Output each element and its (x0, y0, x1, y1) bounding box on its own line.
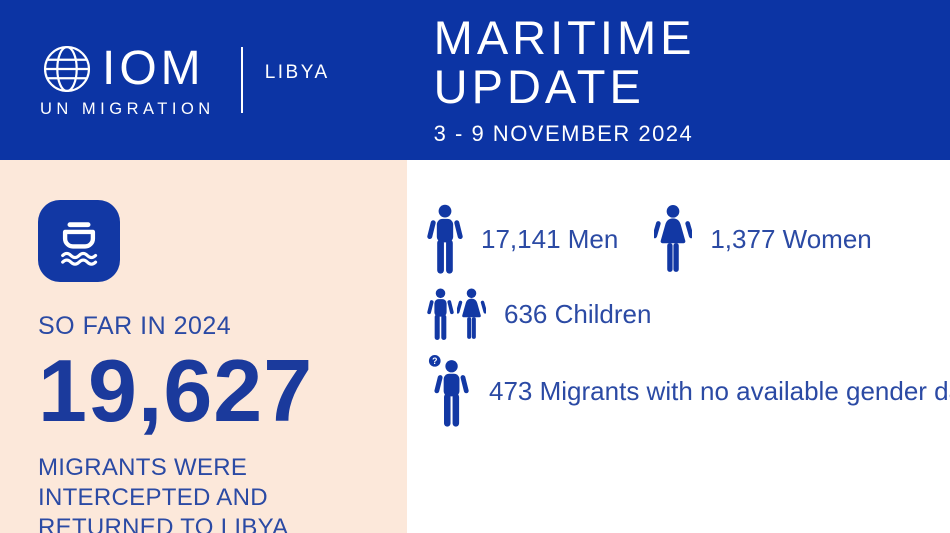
logo-org-text: IOM (102, 41, 205, 95)
body: SO FAR IN 2024 19,627 MIGRANTS WERE INTE… (0, 160, 950, 533)
adults-row: 17,141 Men 1,377 Women (427, 204, 950, 275)
woman-icon (654, 205, 693, 272)
svg-text:?: ? (432, 356, 437, 366)
logo-tagline: UN MIGRATION (40, 99, 215, 118)
boy-icon (427, 288, 454, 340)
man-icon (427, 204, 463, 274)
stat-children: 636 Children (427, 288, 651, 341)
stat-women-text: 1,377 Women (710, 224, 872, 254)
stat-men-text: 17,141 Men (481, 224, 619, 254)
globe-icon (40, 42, 94, 96)
boat-icon (38, 200, 120, 282)
stat-men: 17,141 Men (427, 204, 618, 275)
title-block: MARITIME UPDATE 3 - 9 NOVEMBER 2024 (434, 13, 910, 148)
stat-children-text: 636 Children (504, 299, 652, 329)
stat-unknown-gender-text: 473 Migrants with no available gender da… (489, 376, 950, 406)
logo-divider (240, 47, 243, 113)
children-icon (427, 288, 486, 341)
stat-unknown-gender: ? 473 Migrants with no available gender … (427, 355, 950, 428)
header: IOM UN MIGRATION LIBYA MARITIME UPDATE 3… (0, 0, 950, 160)
total-intercepted-number: 19,627 (38, 341, 314, 440)
period-label: SO FAR IN 2024 (38, 312, 232, 340)
total-caption: MIGRANTS WERE INTERCEPTED AND RETURNED T… (38, 454, 289, 533)
iom-logo: IOM UN MIGRATION LIBYA (40, 42, 330, 119)
date-range: 3 - 9 NOVEMBER 2024 (433, 121, 694, 147)
question-badge (428, 355, 441, 367)
stats-panel: 17,141 Men 1,377 Women (407, 160, 950, 533)
unknown-gender-icon: ? (428, 355, 469, 427)
page-title: MARITIME UPDATE (433, 10, 696, 113)
girl-icon (457, 288, 486, 339)
logo-office-label: LIBYA (264, 62, 330, 83)
children-row: 636 Children (427, 288, 950, 341)
unknown-gender-row: ? 473 Migrants with no available gender … (427, 355, 950, 428)
iom-logo-main: IOM UN MIGRATION (40, 42, 215, 119)
stat-women: 1,377 Women (654, 204, 872, 275)
summary-panel: SO FAR IN 2024 19,627 MIGRANTS WERE INTE… (0, 160, 407, 533)
